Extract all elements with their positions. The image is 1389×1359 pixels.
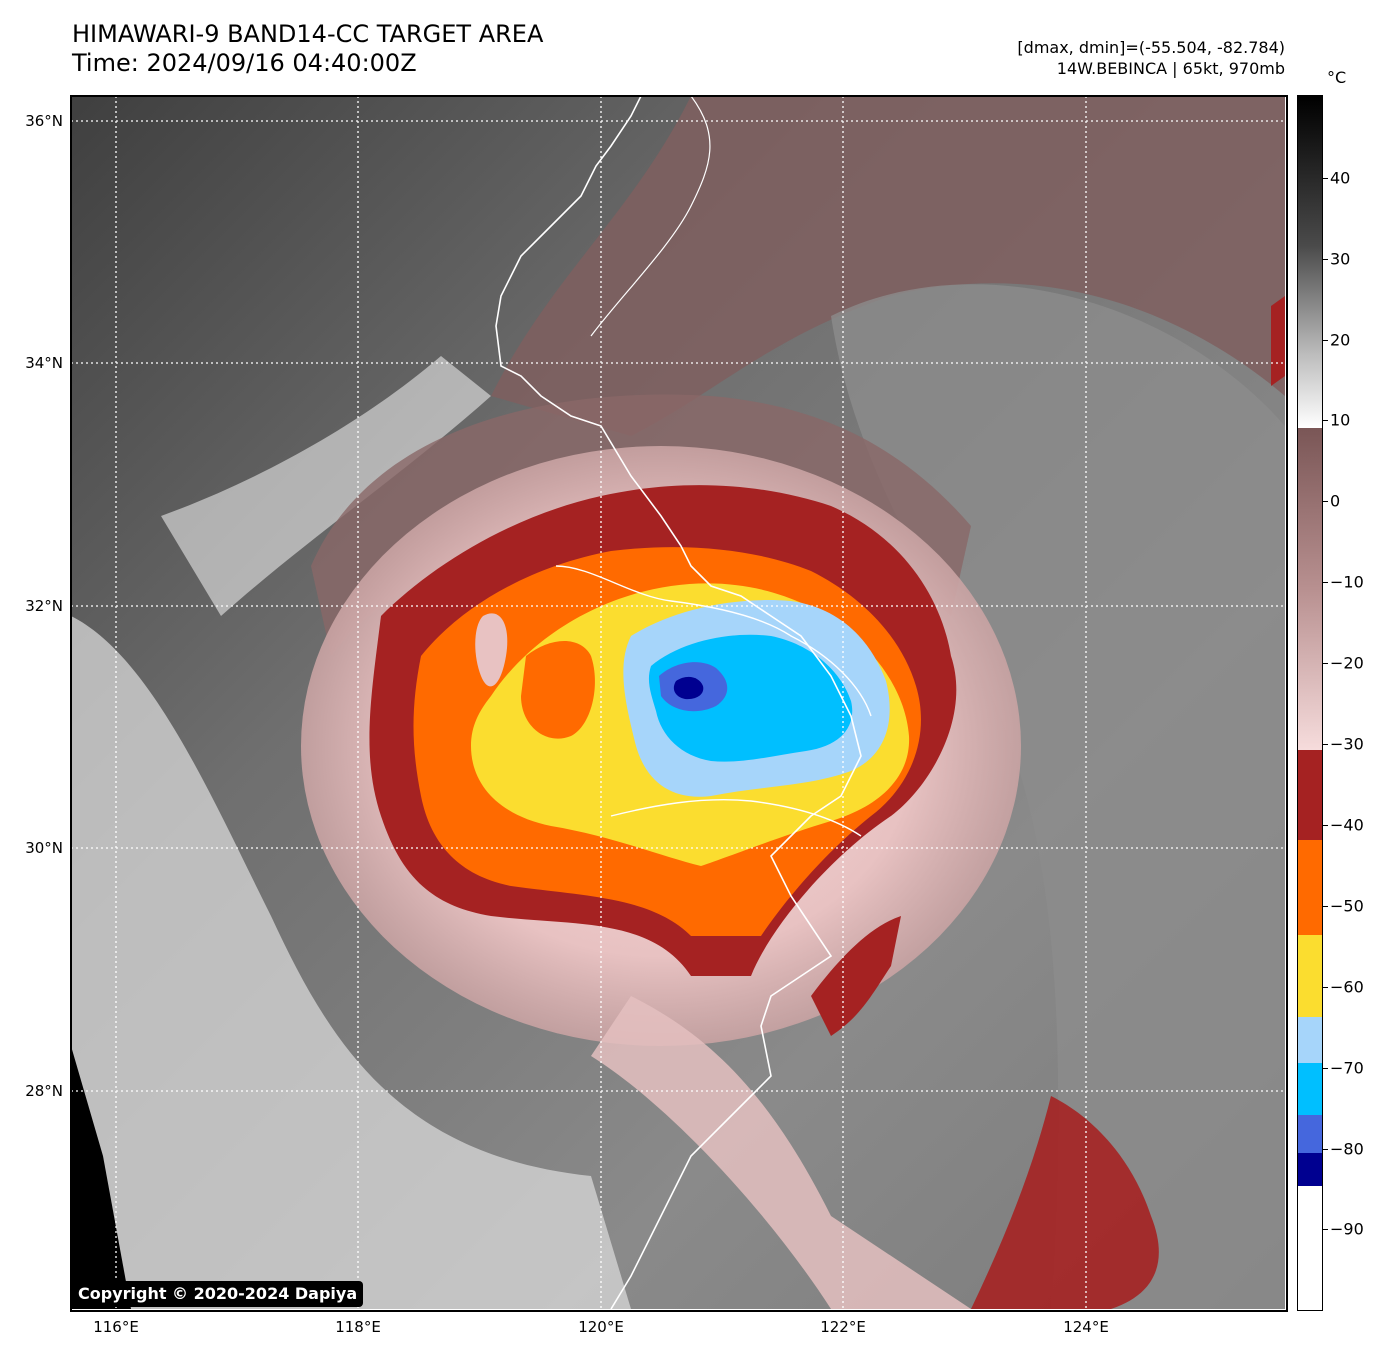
chart-title: HIMAWARI-9 BAND14-CC TARGET AREA Time: 2… [72,20,543,78]
colorbar-tick [1322,987,1328,988]
colorbar-tick [1322,744,1328,745]
colorbar-label-minus-70: −70 [1330,1058,1364,1078]
colorbar-label-10: 10 [1330,410,1351,430]
colorbar-label-minus-90: −90 [1330,1219,1364,1239]
colorbar-tick [1322,1149,1328,1150]
temperature-range-text: [dmax, dmin]=(-55.504, -82.784) [1017,38,1285,57]
colorbar-navy [1298,1153,1322,1186]
colorbar-label-minus-30: −30 [1330,734,1364,754]
satellite-image-svg [71,96,1285,1309]
colorbar-label-20: 20 [1330,330,1351,350]
colorbar-yellow [1298,935,1322,1017]
colorbar-tick [1322,906,1328,907]
satellite-image [71,96,1285,1309]
inner-orange-patch [521,641,595,739]
title-time: Time: 2024/09/16 04:40:00Z [72,49,417,77]
colorbar-tick [1322,1229,1328,1230]
colorbar-tick [1322,582,1328,583]
colorbar-label-minus-60: −60 [1330,977,1364,997]
colorbar-tick [1322,178,1328,179]
west-cloud-band [71,616,631,1309]
hangzhou-bay-outline [610,798,862,837]
colorbar-tick [1322,501,1328,502]
storm-info: [dmax, dmin]=(-55.504, -82.784) 14W.BEBI… [1017,37,1285,79]
colorbar-dark-red [1298,750,1322,840]
lat-label-32n: 32°N [25,597,63,615]
southern-rainband [591,996,971,1309]
coldest-core-navy [673,676,704,700]
colorbar-orange [1298,840,1322,935]
province-boundary [590,96,711,337]
colorbar-tick [1322,1068,1328,1069]
coastline [495,96,862,1309]
south-dark-red-patch [811,916,901,1036]
colorbar-royal-blue [1298,1115,1322,1153]
graticule [71,96,1285,1309]
lat-label-36n: 36°N [25,112,63,130]
storm-name-text: 14W.BEBINCA | 65kt, 970mb [1056,59,1285,78]
colorbar-tick [1322,825,1328,826]
lon-label-116e: 116°E [93,1318,139,1336]
colorbar-white [1298,1186,1322,1310]
colorbar-label-minus-10: −10 [1330,572,1364,592]
colorbar-label-minus-40: −40 [1330,815,1364,835]
lat-label-30n: 30°N [25,839,63,857]
no-data-corner [71,1046,131,1309]
colorbar [1297,95,1323,1311]
lon-label-122e: 122°E [820,1318,866,1336]
colorbar-label-30: 30 [1330,249,1351,269]
lon-label-120e: 120°E [578,1318,624,1336]
colorbar-tick [1322,259,1328,260]
copyright-badge: Copyright © 2020-2024 Dapiya [72,1281,364,1307]
northeast-dark-red-patch [1271,296,1285,386]
lat-label-28n: 28°N [25,1082,63,1100]
colorbar-light-blue [1298,1017,1322,1063]
colorbar-tick [1322,663,1328,664]
lon-label-118e: 118°E [335,1318,381,1336]
colorbar-label-40: 40 [1330,168,1351,188]
colorbar-label-minus-80: −80 [1330,1139,1364,1159]
southeast-dark-red-patch [971,1096,1159,1309]
northwest-cloud-streak [161,356,491,616]
colorbar-unit: °C [1327,68,1347,87]
colorbar-tick [1322,340,1328,341]
outer-rainband [311,394,971,656]
colorbar-svg [1298,96,1322,1310]
colorbar-cyan [1298,1063,1322,1115]
colorbar-tick [1322,420,1328,421]
colorbar-label-minus-50: −50 [1330,896,1364,916]
colorbar-pink-ramp [1298,428,1322,750]
title-product: HIMAWARI-9 BAND14-CC TARGET AREA [72,20,544,48]
colorbar-label-minus-20: −20 [1330,653,1364,673]
lat-label-34n: 34°N [25,354,63,372]
inner-pink-gap [475,613,508,687]
lon-label-124e: 124°E [1063,1318,1109,1336]
river-yangtze [555,565,872,717]
colorbar-grey-ramp [1298,96,1322,428]
colorbar-label-0: 0 [1330,491,1341,511]
